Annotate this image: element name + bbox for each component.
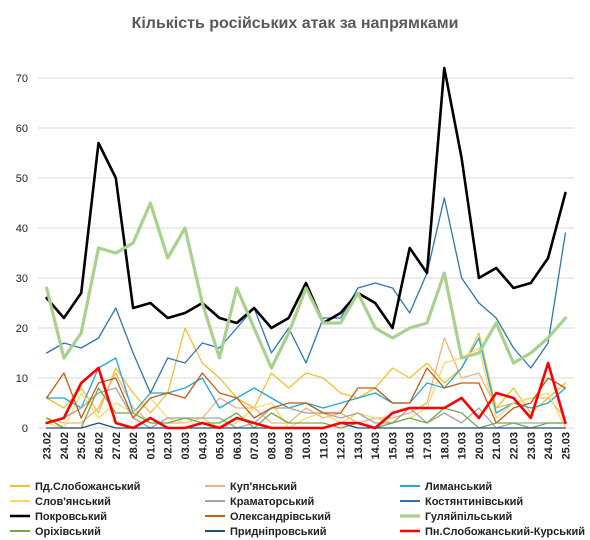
legend-entry: Краматорський — [205, 496, 314, 508]
legend-label: Пд.Слобожанський — [35, 481, 140, 493]
legend-entry: Олександрівський — [205, 511, 331, 523]
x-tick-label: 27.02 — [111, 432, 123, 460]
x-tick-label: 23.02 — [42, 432, 54, 460]
x-tick-label: 26.02 — [94, 432, 106, 460]
legend-entry: Придніпровський — [205, 526, 327, 538]
legend-entry: Костянтинівський — [400, 496, 523, 508]
y-tick-label: 70 — [16, 73, 28, 85]
legend-label: Гуляйпільський — [425, 511, 512, 523]
x-tick-label: 06.03 — [232, 432, 244, 460]
x-tick-label: 14.03 — [370, 432, 382, 460]
x-tick-label: 05.03 — [215, 432, 227, 460]
x-tick-label: 01.03 — [145, 432, 157, 460]
legend-entry: Лиманський — [400, 481, 492, 493]
x-tick-label: 28.02 — [128, 432, 140, 460]
x-tick-label: 15.03 — [387, 432, 399, 460]
y-axis-ticks: 0 10 20 30 40 50 60 70 — [16, 73, 28, 435]
series-line — [45, 361, 567, 430]
x-tick-label: 13.03 — [353, 432, 365, 460]
x-tick-label: 18.03 — [439, 432, 451, 460]
x-tick-label: 09.03 — [284, 432, 296, 460]
legend-entry: Пн.Слобожанський-Курський — [400, 526, 585, 538]
legend-label: Куп'янський — [230, 481, 297, 493]
series-line — [45, 337, 567, 424]
y-tick-label: 10 — [16, 373, 28, 385]
y-tick-label: 50 — [16, 173, 28, 185]
y-tick-label: 30 — [16, 273, 28, 285]
legend-label: Костянтинівський — [425, 496, 523, 508]
legend-label: Слов'янський — [35, 496, 111, 508]
x-tick-label: 20.03 — [474, 432, 486, 460]
x-tick-label: 12.03 — [336, 432, 348, 460]
legend-label: Краматорський — [230, 496, 314, 508]
x-tick-label: 07.03 — [249, 432, 261, 460]
x-tick-label: 25.02 — [76, 432, 88, 460]
series-line — [45, 367, 567, 424]
series-lines — [44, 66, 568, 430]
y-tick-label: 20 — [16, 323, 28, 335]
series-line — [45, 197, 567, 394]
series-line — [45, 327, 567, 414]
legend-label: Олександрівський — [230, 511, 331, 523]
legend-entry: Оріхівський — [10, 526, 101, 538]
y-tick-label: 0 — [22, 423, 28, 435]
legend-label: Лиманський — [425, 481, 492, 493]
x-tick-label: 23.03 — [526, 432, 538, 460]
series-line — [45, 347, 567, 429]
x-tick-label: 19.03 — [457, 432, 469, 460]
y-tick-label: 40 — [16, 223, 28, 235]
x-tick-label: 17.03 — [422, 432, 434, 460]
x-tick-label: 03.03 — [180, 432, 192, 460]
legend-entry: Слов'янський — [10, 496, 111, 508]
x-tick-label: 02.03 — [163, 432, 175, 460]
x-tick-label: 04.03 — [197, 432, 209, 460]
x-tick-label: 22.03 — [508, 432, 520, 460]
legend-label: Оріхівський — [35, 526, 101, 538]
x-tick-label: 16.03 — [405, 432, 417, 460]
x-tick-label: 11.03 — [318, 432, 330, 459]
gridlines — [38, 77, 574, 429]
series-line — [45, 66, 567, 330]
x-tick-label: 24.03 — [543, 432, 555, 460]
y-tick-label: 60 — [16, 123, 28, 135]
x-axis-ticks: 23.02 24.02 25.02 26.02 27.02 28.02 01.03 02.03… — [42, 432, 573, 460]
chart-title: Кількість російських атак за напрямками — [132, 15, 459, 32]
legend-entry: Покровський — [10, 511, 107, 523]
legend-entry: Пд.Слобожанський — [10, 481, 140, 493]
legend-label: Покровський — [35, 511, 107, 523]
legend-label: Придніпровський — [230, 526, 327, 538]
legend-entry: Гуляйпільський — [400, 511, 512, 523]
legend: Пд.Слобожанський Куп'янський Лиманський Сло… — [10, 481, 585, 538]
legend-label: Пн.Слобожанський-Курський — [425, 526, 585, 538]
series-line — [44, 201, 568, 370]
x-tick-label: 25.03 — [560, 432, 572, 460]
legend-entry: Куп'янський — [205, 481, 297, 493]
x-tick-label: 10.03 — [301, 432, 313, 460]
x-tick-label: 24.02 — [59, 432, 71, 460]
x-tick-label: 21.03 — [491, 432, 503, 460]
x-tick-label: 08.03 — [266, 432, 278, 460]
